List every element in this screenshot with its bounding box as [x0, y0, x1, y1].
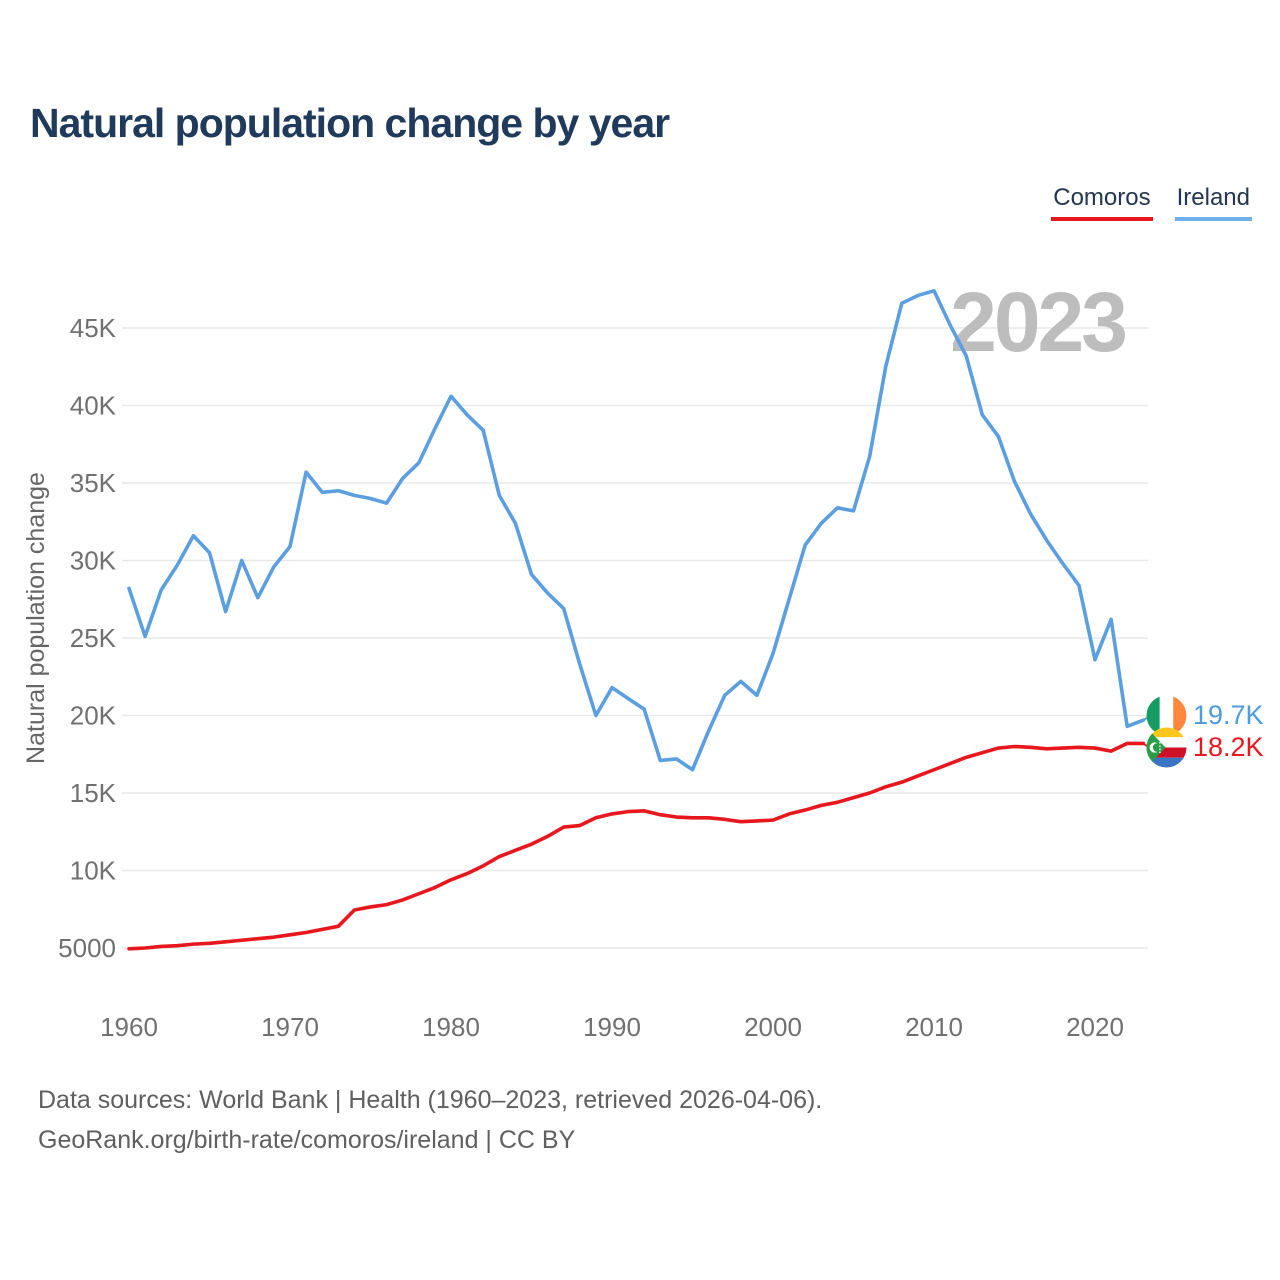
y-axis-title: Natural population change: [22, 472, 50, 764]
y-tick-label: 40K: [70, 391, 117, 421]
comoros-end-value: 18.2K: [1193, 732, 1264, 762]
comoros-line[interactable]: [127, 741, 1146, 951]
ireland-line[interactable]: [127, 288, 1146, 772]
x-tick-label: 1970: [261, 1012, 319, 1042]
data-source-note: Data sources: World Bank | Health (1960–…: [38, 1086, 823, 1114]
x-tick-label: 1990: [583, 1012, 641, 1042]
legend-item-ireland[interactable]: Ireland: [1174, 184, 1252, 221]
watermark-year: 2023: [950, 275, 1125, 369]
y-tick-label: 10K: [70, 856, 117, 886]
ireland-flag-icon: [1146, 695, 1187, 736]
series-end-labels: 19.7K: [1146, 695, 1264, 768]
x-tick-label: 1980: [422, 1012, 480, 1042]
y-tick-label: 5000: [58, 933, 116, 963]
ireland-end-value: 19.7K: [1193, 700, 1264, 730]
y-tick-label: 25K: [70, 623, 117, 653]
x-tick-label: 2000: [744, 1012, 802, 1042]
y-tick-label: 15K: [70, 778, 117, 808]
y-tick-label: 35K: [70, 468, 117, 498]
x-tick-label: 2020: [1066, 1012, 1124, 1042]
y-tick-label: 30K: [70, 546, 117, 576]
x-tick-label: 2010: [905, 1012, 963, 1042]
y-tick-label: 20K: [70, 701, 117, 731]
comoros-end-label: 18.2K: [1146, 727, 1264, 768]
y-tick-label: 45K: [70, 313, 117, 343]
comoros-flag-icon: [1146, 727, 1187, 768]
ireland-end-label: 19.7K: [1146, 695, 1264, 736]
legend: Comoros Ireland: [1051, 184, 1252, 221]
legend-item-comoros[interactable]: Comoros: [1051, 184, 1153, 221]
attribution-note: GeoRank.org/birth-rate/comoros/ireland |…: [38, 1126, 576, 1154]
x-tick-label: 1960: [100, 1012, 158, 1042]
page-title: Natural population change by year: [30, 100, 670, 146]
